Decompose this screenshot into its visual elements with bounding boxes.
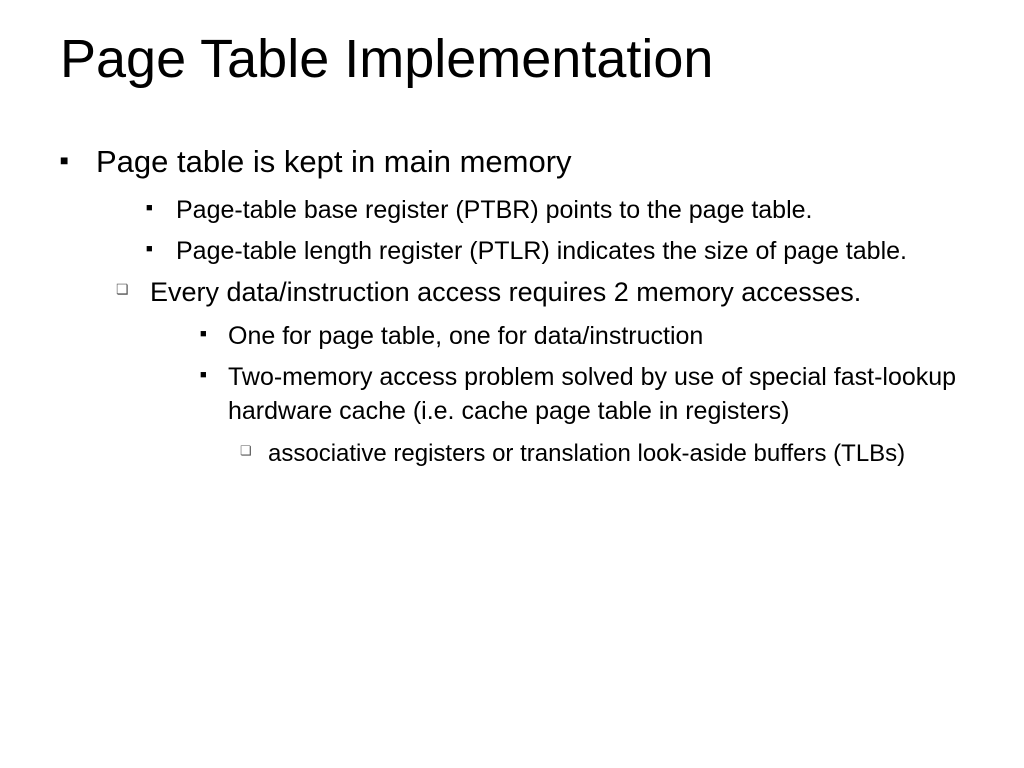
bullet-list-level4: associative registers or translation loo… xyxy=(228,437,974,470)
bullet-sub2-sub-item2-text: Two-memory access problem solved by use … xyxy=(228,363,956,426)
bullet-sub2-sub-item1: One for page table, one for data/instruc… xyxy=(200,319,974,354)
bullet-sub2-sub-item2: Two-memory access problem solved by use … xyxy=(200,360,974,470)
bullet-sub1-item2: Page-table length register (PTLR) indica… xyxy=(146,234,974,269)
bullet-main-text: Page table is kept in main memory xyxy=(96,144,572,179)
bullet-sub2: Every data/instruction access requires 2… xyxy=(116,274,974,470)
bullet-main: Page table is kept in main memory Page-t… xyxy=(60,141,974,470)
bullet-list-level1: Page table is kept in main memory Page-t… xyxy=(60,141,974,470)
bullet-list-level3: One for page table, one for data/instruc… xyxy=(150,319,974,470)
bullet-sub1-item1: Page-table base register (PTBR) points t… xyxy=(146,193,974,228)
slide: Page Table Implementation Page table is … xyxy=(0,0,1024,768)
bullet-sub2-text: Every data/instruction access requires 2… xyxy=(150,277,861,307)
bullet-sub2-sub-sub: associative registers or translation loo… xyxy=(240,437,974,470)
slide-title: Page Table Implementation xyxy=(60,30,974,89)
bullet-list-level2: Page-table base register (PTBR) points t… xyxy=(96,193,974,470)
